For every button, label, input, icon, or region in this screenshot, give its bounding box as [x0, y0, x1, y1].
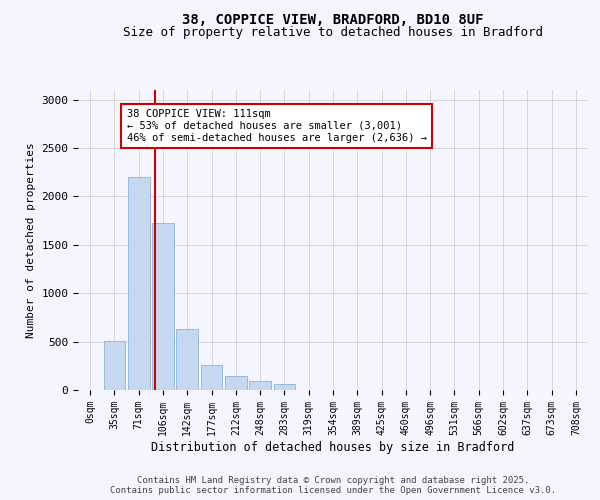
Bar — [225, 376, 247, 390]
Y-axis label: Number of detached properties: Number of detached properties — [26, 142, 36, 338]
Bar — [200, 365, 223, 390]
Bar — [152, 222, 174, 390]
X-axis label: Distribution of detached houses by size in Bradford: Distribution of detached houses by size … — [151, 440, 515, 454]
Text: 38, COPPICE VIEW, BRADFORD, BD10 8UF: 38, COPPICE VIEW, BRADFORD, BD10 8UF — [182, 12, 484, 26]
Bar — [128, 177, 149, 390]
Text: Contains HM Land Registry data © Crown copyright and database right 2025.
Contai: Contains HM Land Registry data © Crown c… — [110, 476, 556, 495]
Bar — [176, 329, 198, 390]
Bar — [249, 382, 271, 390]
Text: 38 COPPICE VIEW: 111sqm
← 53% of detached houses are smaller (3,001)
46% of semi: 38 COPPICE VIEW: 111sqm ← 53% of detache… — [127, 110, 427, 142]
Text: Size of property relative to detached houses in Bradford: Size of property relative to detached ho… — [123, 26, 543, 39]
Bar — [274, 384, 295, 390]
Bar — [104, 340, 125, 390]
